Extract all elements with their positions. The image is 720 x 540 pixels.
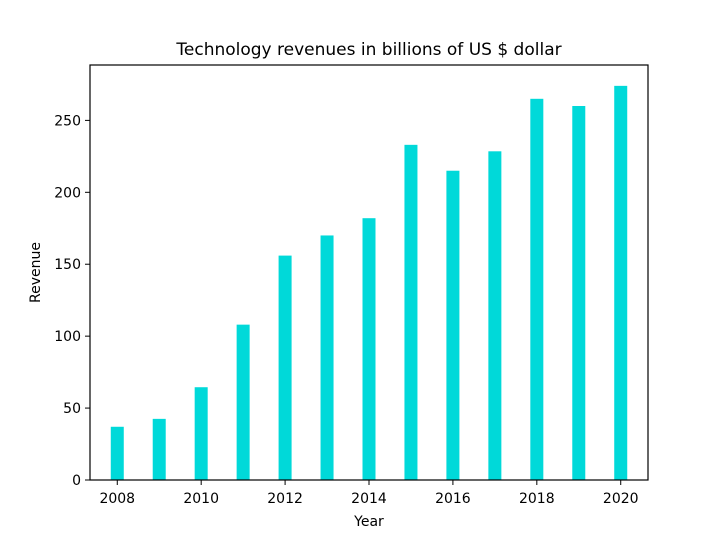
x-tick-label: 2020 [603,491,639,507]
y-tick-label: 150 [54,257,81,273]
bar-2018 [530,98,544,480]
y-tick-label: 0 [72,473,81,489]
y-axis-label: Revenue [28,242,44,303]
bars-group [110,85,628,481]
x-tick-label: 2016 [435,491,471,507]
x-tick-label: 2014 [351,491,387,507]
bar-2010 [194,387,208,480]
x-tick-label: 2018 [519,491,555,507]
y-tick-label: 50 [63,401,81,417]
y-tick-label: 200 [54,185,81,201]
bar-2020 [614,85,628,481]
x-tick-label: 2012 [267,491,303,507]
bar-2017 [488,151,502,481]
bar-2016 [446,170,460,480]
bar-2014 [362,218,376,480]
bar-2008 [110,426,124,480]
y-tick-label: 100 [54,329,81,345]
bar-2019 [572,105,586,481]
bar-2015 [404,144,418,480]
x-axis-label: Year [353,514,384,530]
bar-2012 [278,255,292,480]
chart-title: Technology revenues in billions of US $ … [175,40,561,60]
x-axis-ticks: 2008 2010 2012 2014 2016 2018 2020 [99,480,639,507]
bar-2011 [236,324,250,480]
y-tick-label: 250 [54,113,81,129]
x-tick-label: 2010 [183,491,219,507]
y-axis-ticks: 0 50 100 150 200 250 [54,113,90,489]
x-tick-label: 2008 [99,491,135,507]
bar-2013 [320,235,334,480]
bar-2009 [152,418,166,480]
